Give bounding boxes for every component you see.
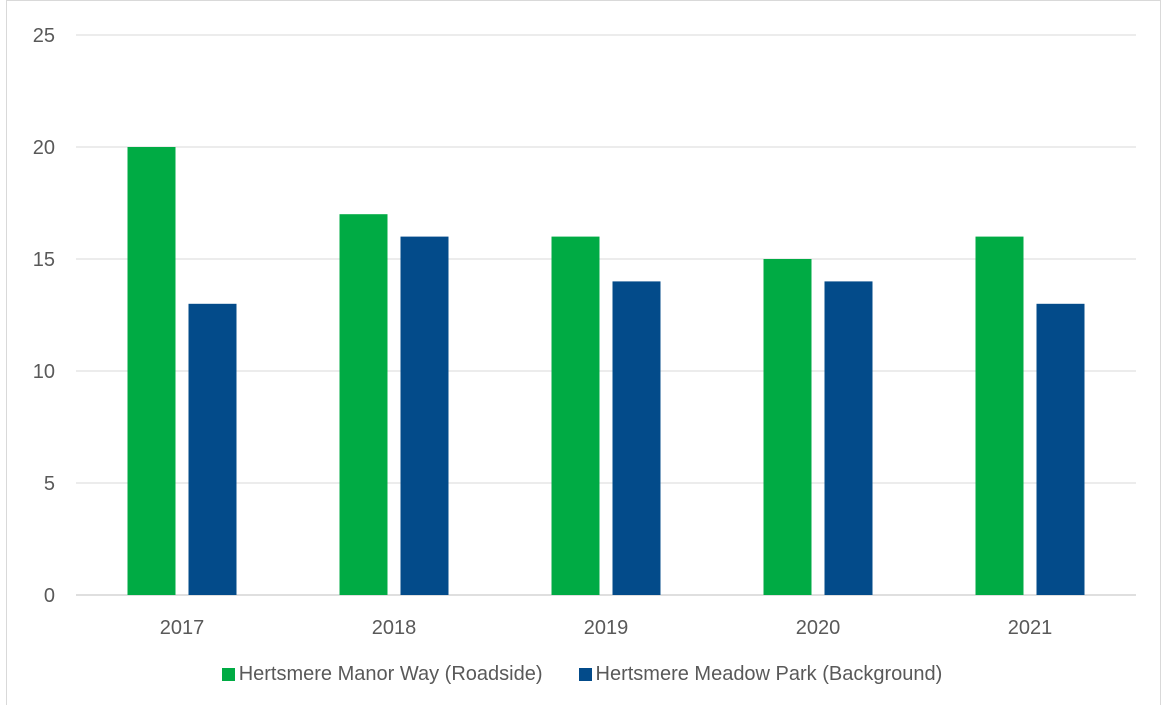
legend-swatch-background xyxy=(578,668,592,681)
gridlines xyxy=(76,34,1136,596)
bar-2019-series-2 xyxy=(612,281,661,595)
x-tick-label: 2021 xyxy=(1008,617,1053,639)
legend: Hertsmere Manor Way (Roadside) Hertsmere… xyxy=(0,663,1164,686)
y-tick-label: 20 xyxy=(33,137,55,159)
bar-2021-series-1 xyxy=(975,236,1024,595)
legend-label-roadside: Hertsmere Manor Way (Roadside) xyxy=(238,663,543,685)
y-tick-label: 15 xyxy=(33,249,55,271)
x-tick-label: 2019 xyxy=(584,617,629,639)
x-tick-label: 2017 xyxy=(160,617,205,639)
bar-2017-series-2 xyxy=(188,303,237,595)
legend-label-background: Hertsmere Meadow Park (Background) xyxy=(595,663,943,685)
bar-chart: 0 5 10 15 20 25 2017 2018 2019 2020 2021 xyxy=(33,25,1136,639)
legend-item-background: Hertsmere Meadow Park (Background) xyxy=(578,663,943,686)
bar-2017-series-1 xyxy=(127,147,176,595)
bar-2021-series-2 xyxy=(1036,303,1085,595)
y-axis-ticks: 0 5 10 15 20 25 xyxy=(33,25,55,607)
x-tick-label: 2018 xyxy=(372,617,417,639)
bar-2020-series-1 xyxy=(763,259,812,595)
x-axis-ticks: 2017 2018 2019 2020 2021 xyxy=(160,617,1053,639)
chart-frame xyxy=(6,0,1161,705)
bar-2018-series-2 xyxy=(400,236,449,595)
y-tick-label: 25 xyxy=(33,25,55,47)
y-tick-label: 10 xyxy=(33,361,55,383)
legend-swatch-roadside xyxy=(221,668,235,681)
y-tick-label: 5 xyxy=(44,473,55,495)
bars xyxy=(127,147,1085,595)
bar-2020-series-2 xyxy=(824,281,873,595)
bar-2018-series-1 xyxy=(339,214,388,595)
bar-2019-series-1 xyxy=(551,236,600,595)
legend-item-roadside: Hertsmere Manor Way (Roadside) xyxy=(221,663,543,686)
y-tick-label: 0 xyxy=(44,585,55,607)
x-tick-label: 2020 xyxy=(796,617,841,639)
